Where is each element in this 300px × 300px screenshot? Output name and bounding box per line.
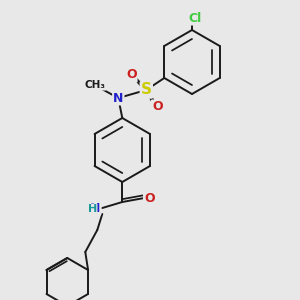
Text: O: O	[126, 68, 136, 82]
Text: O: O	[144, 191, 154, 205]
Text: N: N	[113, 92, 124, 104]
Text: O: O	[152, 100, 163, 113]
Text: S: S	[141, 82, 152, 98]
Text: N: N	[90, 202, 100, 214]
Text: Cl: Cl	[188, 11, 202, 25]
Text: CH₃: CH₃	[85, 80, 106, 90]
Text: H: H	[88, 204, 97, 214]
